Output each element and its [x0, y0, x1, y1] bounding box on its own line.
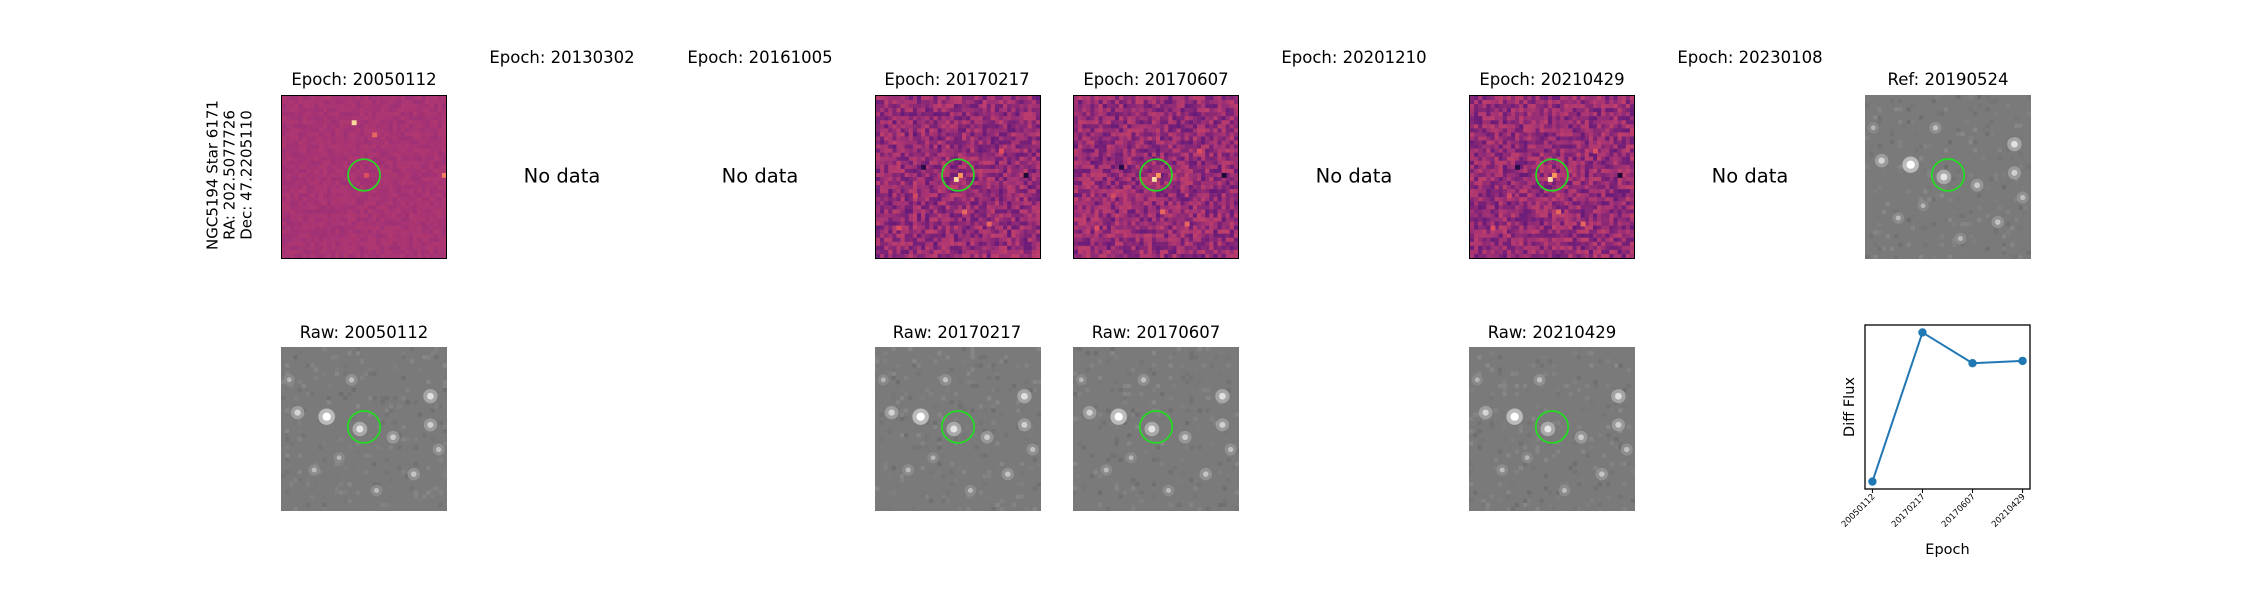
raw-title-4: Raw: 20210429	[1487, 323, 1617, 342]
raw-image-20210429	[1469, 347, 1635, 511]
star-ra: RA: 202.5077726	[220, 110, 239, 240]
diff-image-20050112	[281, 95, 447, 259]
no-data-text-20130302: No data	[523, 164, 601, 188]
top-title-6: Epoch: 20201210	[1281, 48, 1427, 67]
raw-grayscale	[1469, 347, 1635, 511]
diff-heatmap	[282, 96, 446, 258]
diff-heatmap	[876, 96, 1040, 258]
top-title-4: Epoch: 20170217	[884, 70, 1030, 89]
raw-title-1: Raw: 20050112	[299, 323, 429, 342]
diff-flux-line	[1871, 330, 2023, 482]
diff-heatmap	[1074, 96, 1238, 258]
top-title-5: Epoch: 20170607	[1083, 70, 1229, 89]
no-data-text-20161005: No data	[721, 164, 799, 188]
diff-image-20210429	[1469, 95, 1635, 259]
star-dec: Dec: 47.2205110	[237, 110, 256, 240]
raw-image-20050112	[281, 347, 447, 511]
x-tick-label: 20210429	[1990, 492, 2028, 530]
x-tick-label: 20170607	[1940, 492, 1978, 530]
diff-flux-chart: 20050112 20170217 20170607 20210429 Epoch Dif…	[1840, 324, 2031, 558]
diff-flux-point	[2018, 356, 2027, 366]
star-name: NGC5194 Star 6171	[203, 100, 222, 250]
diff-heatmap	[1470, 96, 1634, 258]
raw-title-2: Raw: 20170217	[892, 323, 1022, 342]
no-data-text-20230108: No data	[1711, 164, 1789, 188]
top-title-1: Epoch: 20050112	[291, 70, 437, 89]
reference-image	[1865, 95, 2031, 259]
x-tick-label: 20050112	[1840, 492, 1878, 530]
raw-title-3: Raw: 20170607	[1091, 323, 1221, 342]
raw-image-20170607	[1073, 347, 1239, 511]
x-axis-label: Epoch	[1925, 542, 1969, 558]
star-info-label: NGC5194 Star 6171 RA: 202.5077726 Dec: 4…	[203, 100, 256, 250]
x-tick-label: 20170217	[1890, 492, 1928, 530]
top-title-3: Epoch: 20161005	[687, 48, 833, 67]
diff-image-20170607	[1073, 95, 1239, 259]
top-title-8: Epoch: 20230108	[1677, 48, 1823, 67]
top-title-7: Epoch: 20210429	[1479, 70, 1625, 89]
diff-image-20170217	[875, 95, 1041, 259]
raw-image-20170217	[875, 347, 1041, 511]
diff-flux-point	[1968, 358, 1977, 368]
y-axis-label: Diff Flux	[1842, 377, 1858, 437]
raw-grayscale	[875, 347, 1041, 511]
diff-flux-point	[1918, 328, 1927, 337]
ref-grayscale	[1865, 95, 2031, 259]
raw-grayscale	[1073, 347, 1239, 511]
diff-flux-point	[1868, 477, 1877, 486]
raw-grayscale	[281, 347, 447, 511]
top-title-9: Ref: 20190524	[1887, 70, 2009, 89]
top-title-2: Epoch: 20130302	[489, 48, 635, 67]
no-data-text-20201210: No data	[1315, 164, 1393, 188]
chart-frame	[1864, 324, 2031, 490]
